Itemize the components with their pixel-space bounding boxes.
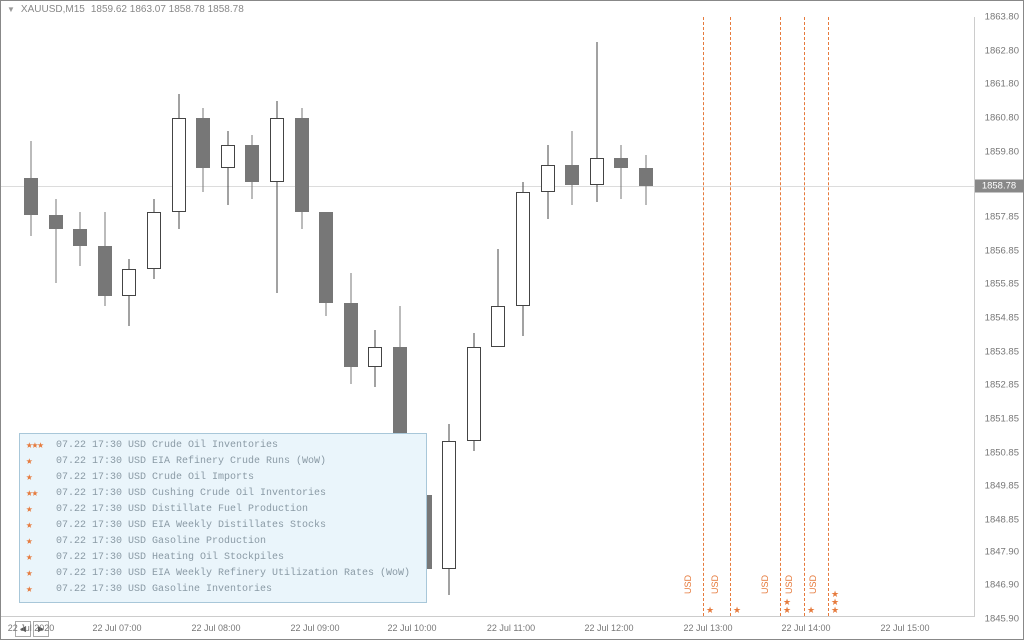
event-line-stars: ★ [807,606,815,614]
news-item-stars: ★ [26,566,56,582]
y-tick: 1859.80 [985,146,1019,157]
event-line-label: USD [760,575,770,594]
y-tick: 1861.80 [985,79,1019,90]
news-item-text: 07.22 17:30 USD EIA Refinery Crude Runs … [56,454,326,470]
event-line [780,17,781,616]
y-tick: 1848.85 [985,514,1019,525]
event-line-label: USD [710,575,720,594]
x-tick: 22 Jul 14:00 [781,623,830,633]
news-item-text: 07.22 17:30 USD Cushing Crude Oil Invent… [56,486,326,502]
candle [541,17,555,616]
x-tick: 22 Jul 12:00 [584,623,633,633]
news-item-text: 07.22 17:30 USD Gasoline Production [56,534,266,550]
y-tick: 1855.85 [985,279,1019,290]
candle [491,17,505,616]
news-item-text: 07.22 17:30 USD EIA Weekly Distillates S… [56,518,326,534]
y-tick: 1847.90 [985,546,1019,557]
news-item-text: 07.22 17:30 USD Crude Oil Imports [56,470,254,486]
y-tick: 1850.85 [985,447,1019,458]
news-item: ★07.22 17:30 USD EIA Weekly Refinery Uti… [26,566,420,582]
y-tick: 1862.80 [985,45,1019,56]
candle [442,17,456,616]
ohlc-label: 1859.62 1863.07 1858.78 1858.78 [91,4,244,15]
x-tick: 22 Jul 11:00 [487,623,535,633]
y-axis: 1863.801862.801861.801860.801859.801858.… [975,17,1023,617]
candle [639,17,653,616]
y-tick: 1854.85 [985,313,1019,324]
news-item-stars: ★ [26,470,56,486]
x-tick: 22 Jul 09:00 [290,623,339,633]
x-tick: 22 Jul 10:00 [387,623,436,633]
news-item-stars: ★ [26,502,56,518]
event-line-stars: ★ [733,606,741,614]
news-item: ★07.22 17:30 USD EIA Weekly Distillates … [26,518,420,534]
news-item: ★★07.22 17:30 USD Cushing Crude Oil Inve… [26,486,420,502]
y-tick: 1845.90 [985,614,1019,625]
news-item-stars: ★★ [26,486,56,502]
y-tick: 1857.85 [985,212,1019,223]
news-item: ★07.22 17:30 USD Crude Oil Imports [26,470,420,486]
news-item-stars: ★ [26,550,56,566]
y-tick: 1853.85 [985,346,1019,357]
news-item: ★★★07.22 17:30 USD Crude Oil Inventories [26,438,420,454]
event-line-label: USD [808,575,818,594]
candle [590,17,604,616]
news-item: ★07.22 17:30 USD Distillate Fuel Product… [26,502,420,518]
x-tick: 22 Jul 15:00 [880,623,929,633]
event-line-stars: ★ [706,606,714,614]
event-line-label: USD [683,575,693,594]
news-item: ★07.22 17:30 USD Gasoline Inventories [26,582,420,598]
event-line [828,17,829,616]
event-line-label: USD [784,575,794,594]
chart-container: ▼ XAUUSD,M15 1859.62 1863.07 1858.78 185… [0,0,1024,640]
news-item-stars: ★ [26,454,56,470]
y-tick: 1851.85 [985,413,1019,424]
news-box: ★★★07.22 17:30 USD Crude Oil Inventories… [19,433,427,603]
x-tick: 22 Jul 2020 [8,623,55,633]
y-tick: 1852.85 [985,380,1019,391]
event-line [703,17,704,616]
news-item-text: 07.22 17:30 USD Crude Oil Inventories [56,438,278,454]
y-tick: 1860.80 [985,112,1019,123]
event-line-stars: ★ ★ [783,598,791,614]
dropdown-icon[interactable]: ▼ [7,5,15,14]
news-item-text: 07.22 17:30 USD Heating Oil Stockpiles [56,550,284,566]
chart-header: ▼ XAUUSD,M15 1859.62 1863.07 1858.78 185… [1,1,1023,17]
event-line [804,17,805,616]
x-tick: 22 Jul 07:00 [92,623,141,633]
event-line-stars: ★ ★ ★ [831,590,839,614]
candle [614,17,628,616]
news-item-text: 07.22 17:30 USD EIA Weekly Refinery Util… [56,566,410,582]
news-item-stars: ★ [26,518,56,534]
news-item-text: 07.22 17:30 USD Gasoline Inventories [56,582,272,598]
event-line [730,17,731,616]
news-item: ★07.22 17:30 USD EIA Refinery Crude Runs… [26,454,420,470]
symbol-label: XAUUSD,M15 [21,4,85,15]
y-tick: 1846.90 [985,580,1019,591]
y-tick: 1849.85 [985,481,1019,492]
candle [516,17,530,616]
current-price-tag: 1858.78 [975,179,1023,192]
news-item-stars: ★★★ [26,438,56,454]
x-tick: 22 Jul 13:00 [683,623,732,633]
news-item-stars: ★ [26,582,56,598]
news-item: ★07.22 17:30 USD Gasoline Production [26,534,420,550]
y-tick: 1863.80 [985,12,1019,23]
news-item-text: 07.22 17:30 USD Distillate Fuel Producti… [56,502,308,518]
y-tick: 1856.85 [985,245,1019,256]
candle [565,17,579,616]
candle [467,17,481,616]
news-item: ★07.22 17:30 USD Heating Oil Stockpiles [26,550,420,566]
news-item-stars: ★ [26,534,56,550]
x-tick: 22 Jul 08:00 [191,623,240,633]
x-axis: ◄ ► 22 Jul 202022 Jul 07:0022 Jul 08:002… [1,617,975,639]
